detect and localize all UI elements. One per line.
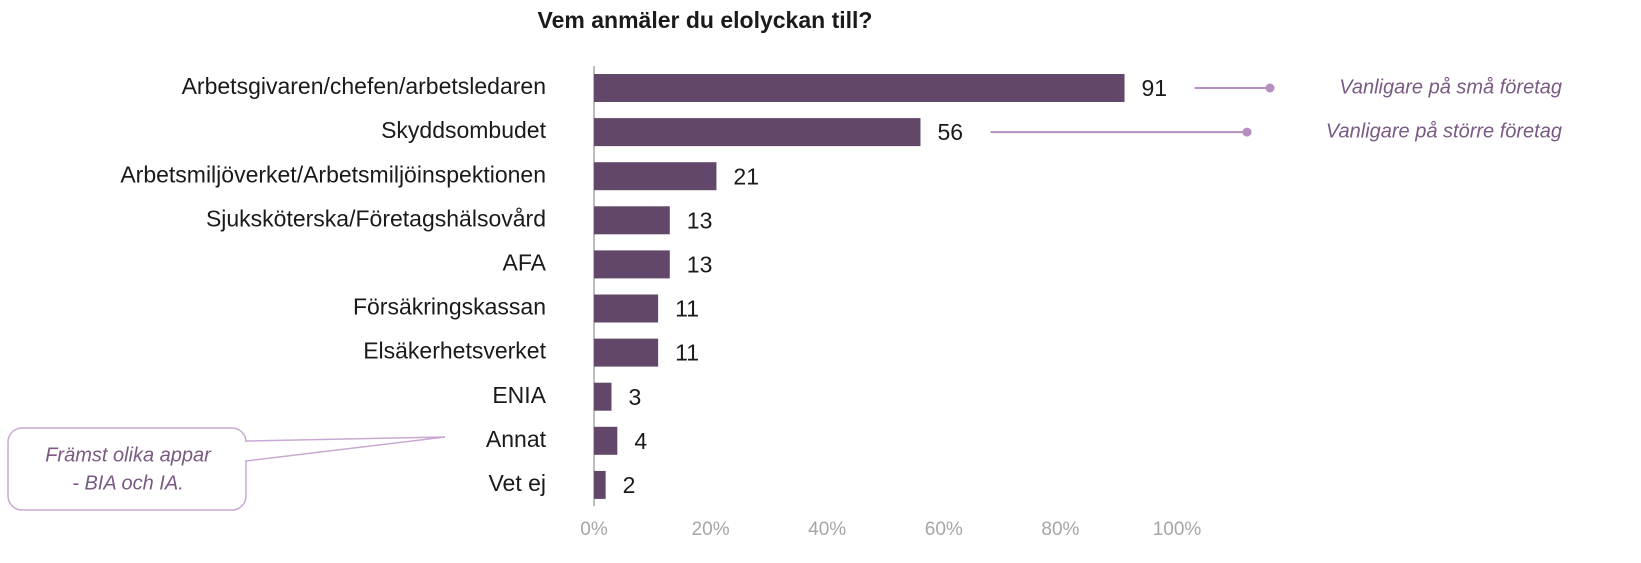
- category-label: Sjuksköterska/Företagshälsovård: [206, 205, 546, 231]
- bar: [594, 74, 1125, 102]
- category-label: Arbetsgivaren/chefen/arbetsledaren: [182, 73, 546, 99]
- data-label: 11: [675, 340, 699, 366]
- data-label: 13: [687, 207, 713, 233]
- bar: [594, 470, 606, 499]
- callout-text: Främst olika appar: [45, 444, 212, 466]
- x-tick-label: 60%: [925, 519, 963, 540]
- annotation-dot: [1265, 83, 1275, 93]
- x-tick-label: 80%: [1041, 519, 1079, 540]
- data-label: 13: [687, 251, 713, 277]
- category-label: Vet ej: [488, 470, 546, 496]
- bar: [594, 250, 670, 279]
- category-label: Elsäkerhetsverket: [363, 338, 546, 364]
- callout-box: [7, 427, 247, 511]
- category-label: Försäkringskassan: [353, 294, 546, 320]
- callout-text: - BIA och IA.: [72, 472, 184, 494]
- bar: [594, 338, 659, 367]
- category-label: Skyddsombudet: [381, 117, 547, 143]
- data-label: 4: [634, 428, 647, 454]
- x-tick-label: 20%: [692, 519, 730, 540]
- x-tick-label: 100%: [1153, 519, 1202, 540]
- callout-join: [244, 442, 248, 460]
- data-label: 11: [675, 296, 699, 322]
- bar: [594, 294, 659, 323]
- data-label: 56: [937, 119, 963, 145]
- bar: [594, 118, 921, 147]
- callout-pointer: [245, 436, 446, 462]
- data-label: 3: [628, 384, 641, 410]
- bar: [594, 206, 670, 235]
- data-label: 21: [733, 163, 759, 189]
- x-tick-label: 40%: [808, 519, 846, 540]
- bar: [594, 426, 618, 455]
- category-label: Arbetsmiljöverket/Arbetsmiljöinspektione…: [120, 161, 546, 187]
- data-label: 2: [623, 472, 636, 498]
- chart-title: Vem anmäler du elolyckan till?: [538, 7, 873, 33]
- bar: [594, 382, 612, 411]
- category-label: Annat: [486, 426, 547, 452]
- bar: [594, 162, 717, 191]
- annotation-dot: [1242, 127, 1252, 137]
- x-tick-label: 0%: [580, 519, 608, 540]
- annotation: Vanligare på större företag: [1326, 120, 1562, 142]
- data-label: 91: [1142, 75, 1168, 101]
- category-label: ENIA: [492, 382, 546, 408]
- category-label: AFA: [503, 249, 547, 275]
- annotation: Vanligare på små företag: [1339, 76, 1562, 98]
